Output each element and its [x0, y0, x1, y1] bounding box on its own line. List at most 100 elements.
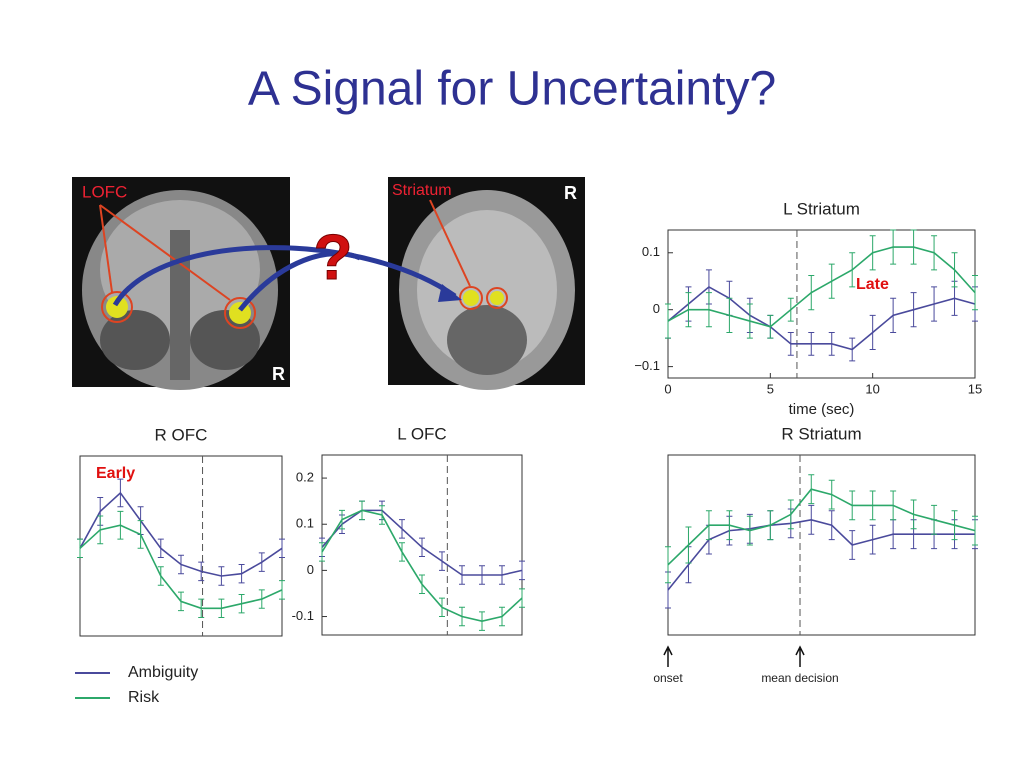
error-bar [685, 292, 692, 328]
error-bar [359, 500, 365, 521]
error-bar [931, 235, 938, 271]
error-bar [439, 551, 445, 571]
marker-label: mean decision [761, 671, 838, 685]
annotation: Late [856, 276, 889, 293]
plot-frame [667, 229, 976, 379]
error-bar [910, 499, 917, 530]
error-bar [238, 563, 245, 584]
series-line [321, 509, 523, 622]
error-bar [319, 542, 325, 562]
error-bar [767, 314, 774, 339]
error-bar [665, 303, 671, 339]
error-bar [198, 598, 205, 619]
error-bar [808, 504, 815, 535]
error-bar [951, 252, 958, 288]
image-label: Striatum [392, 182, 452, 199]
error-bar [828, 263, 835, 299]
error-bar [379, 505, 385, 525]
y-tick-label: 0.1 [642, 244, 660, 259]
error-bar [726, 510, 733, 541]
error-bar [499, 606, 505, 627]
error-bar [665, 546, 671, 584]
error-bar [972, 275, 978, 311]
image-label: LOFC [82, 182, 127, 201]
error-bar [97, 515, 104, 545]
legend-label: Ambiguity [128, 664, 198, 681]
arrow-head [438, 284, 462, 302]
marker-arrow [663, 645, 673, 667]
series-line [667, 518, 975, 591]
error-bar [705, 510, 712, 541]
chart-title: L Striatum [783, 199, 860, 218]
error-bar [459, 606, 465, 627]
error-bar [767, 510, 774, 541]
error-bar [258, 552, 265, 572]
error-bar [459, 565, 465, 585]
error-bar [910, 229, 917, 265]
error-bar [479, 565, 485, 585]
error-bar [869, 490, 876, 521]
error-bar [77, 538, 83, 559]
error-bar [931, 286, 938, 322]
error-bar [951, 510, 958, 541]
error-bar [519, 560, 525, 581]
error-bar [117, 478, 124, 508]
error-bar [399, 519, 405, 539]
error-bar [218, 566, 225, 586]
error-bar [931, 504, 938, 535]
error-bar [685, 526, 692, 564]
error-bar [849, 337, 856, 362]
annotation: Early [96, 465, 135, 482]
marker-label: onset [653, 671, 683, 685]
error-bar [849, 490, 856, 521]
error-bar [178, 591, 184, 612]
error-bar [238, 593, 245, 614]
error-bar [808, 331, 815, 356]
chart-title: R OFC [155, 425, 208, 444]
connection-arrow [238, 251, 361, 312]
error-bar [828, 479, 835, 510]
series-line [667, 285, 976, 351]
error-bar [746, 303, 753, 339]
marker-arrow [795, 645, 805, 667]
question-mark: ? [313, 221, 352, 293]
error-bar [157, 538, 164, 559]
error-bar [279, 580, 285, 600]
chart-title: R Striatum [781, 424, 861, 443]
y-tick-label: -0.1 [292, 608, 314, 623]
x-axis-label: time (sec) [789, 401, 855, 418]
error-bar [419, 574, 425, 594]
error-bar [178, 554, 184, 575]
error-bar [479, 611, 485, 631]
error-bar [787, 297, 794, 322]
error-bar [869, 235, 876, 271]
error-bar [869, 314, 876, 351]
error-bar [157, 566, 164, 586]
error-bar [218, 598, 225, 619]
chart-title: L OFC [397, 424, 446, 443]
y-tick-label: 0 [307, 562, 314, 577]
error-bar [849, 252, 856, 288]
y-tick-label: 0.2 [296, 470, 314, 485]
error-bar [419, 537, 425, 558]
y-tick-label: 0 [653, 301, 660, 316]
x-tick-label: 15 [968, 381, 982, 396]
error-bar [828, 331, 835, 356]
image-corner: R [564, 183, 577, 203]
error-bar [890, 490, 897, 521]
error-bar [279, 538, 285, 559]
x-tick-label: 0 [664, 381, 671, 396]
error-bar [890, 229, 897, 265]
brain-image-coronal [388, 177, 585, 390]
y-tick-label: 0.1 [296, 516, 314, 531]
x-tick-label: 5 [767, 381, 774, 396]
error-bar [399, 542, 405, 562]
series-line [667, 488, 976, 566]
error-bar [869, 524, 876, 555]
x-tick-label: 10 [865, 381, 879, 396]
legend-label: Risk [128, 689, 160, 706]
image-corner: R [272, 364, 285, 384]
error-bar [198, 561, 205, 582]
